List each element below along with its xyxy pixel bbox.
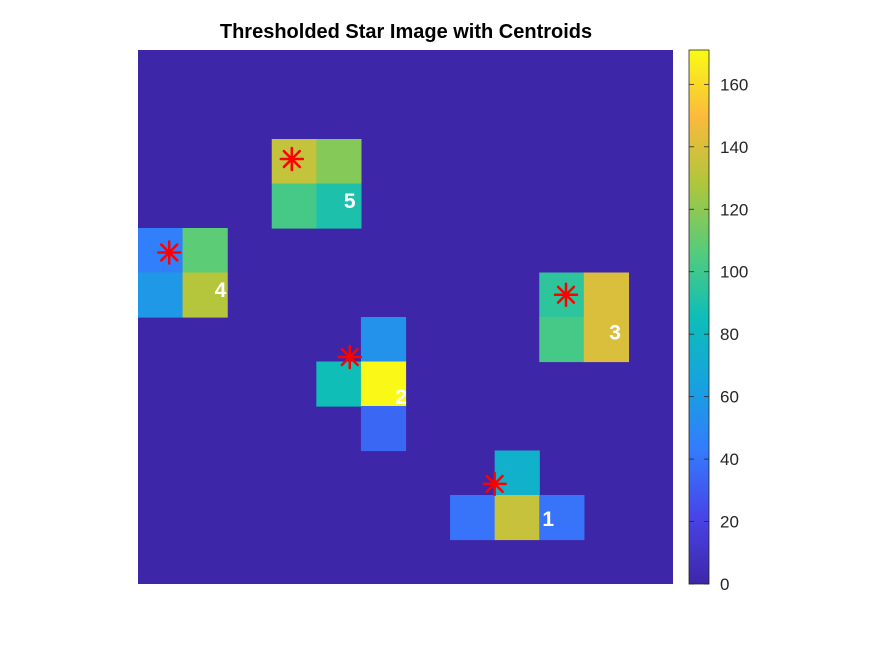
colorbar-tick-label: 0 <box>720 575 729 594</box>
pixel-cell <box>494 450 540 496</box>
colorbar-tick-label: 140 <box>720 138 748 157</box>
colorbar-tick-label: 20 <box>720 513 739 532</box>
colorbar: 0 20 40 60 80 100 120 140 160 <box>688 49 748 594</box>
pixel-cell <box>583 317 630 363</box>
star-label: 1 <box>542 508 554 531</box>
centroid-marker <box>553 282 579 307</box>
colorbar-tick-label: 120 <box>720 200 748 219</box>
centroid-markers <box>156 146 579 497</box>
pixel-cell <box>316 139 362 185</box>
centroid-marker <box>156 240 182 265</box>
pixel-cell <box>271 183 317 229</box>
star-label: 3 <box>609 321 621 344</box>
pixel-cell <box>583 272 630 318</box>
pixel-cell <box>360 361 407 407</box>
centroid-marker <box>337 344 363 370</box>
star-label: 5 <box>344 190 356 213</box>
colorbar-tick-label: 40 <box>720 450 739 469</box>
image-area <box>138 50 673 584</box>
pixel-cell <box>539 317 585 363</box>
pixel-cell <box>494 495 540 541</box>
pixel-cell <box>316 361 362 407</box>
pixel-cell <box>450 495 496 541</box>
pixel-cell <box>360 406 407 452</box>
pixel-cell <box>138 228 184 274</box>
star-label: 2 <box>395 386 407 409</box>
pixel-cell <box>316 183 362 229</box>
pixel-cell <box>182 272 228 318</box>
star-label: 4 <box>215 279 227 302</box>
colorbar-tick-label: 160 <box>720 75 748 94</box>
pixel-cell <box>138 272 184 318</box>
pixel-cell <box>360 317 407 363</box>
colorbar-tick-label: 100 <box>720 263 748 282</box>
colorbar-tick-label: 60 <box>720 388 739 407</box>
star-labels: 1 2 3 4 5 <box>215 190 621 531</box>
chart-title: Thresholded Star Image with Centroids <box>220 21 592 43</box>
centroid-marker <box>482 471 507 497</box>
centroid-marker <box>279 146 305 172</box>
colorbar-tick-label: 80 <box>720 325 739 344</box>
colorbar-gradient <box>688 49 710 585</box>
pixel-cell <box>539 495 585 541</box>
pixel-cell <box>182 228 228 274</box>
